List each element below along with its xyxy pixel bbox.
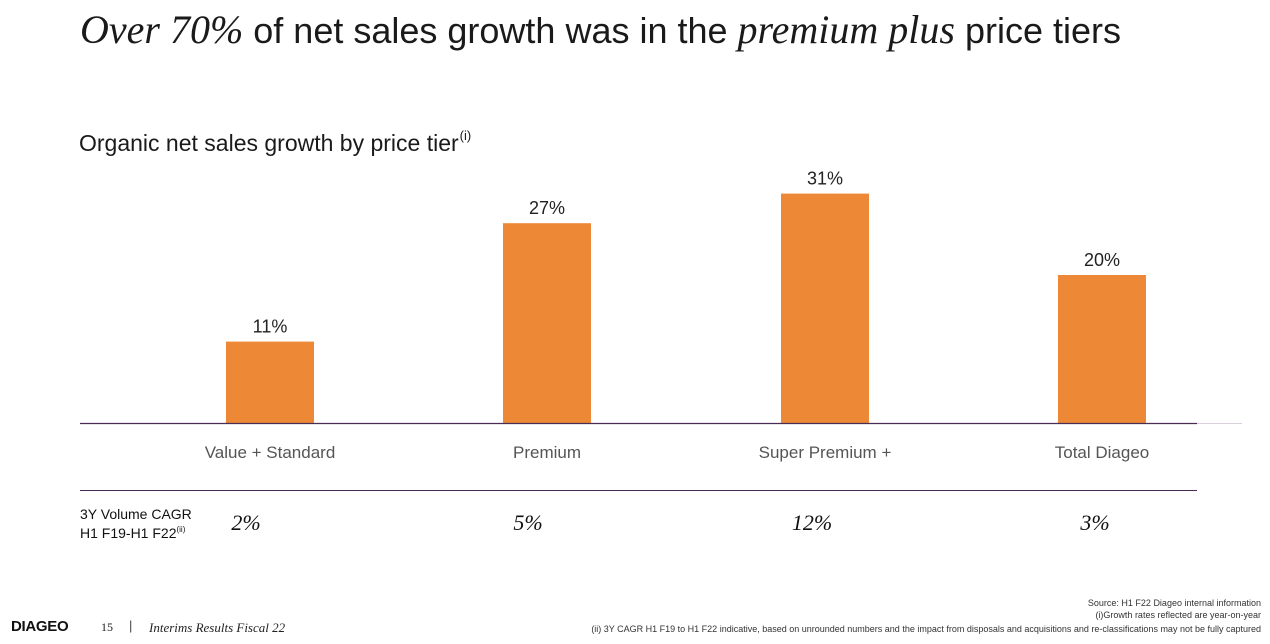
bar-0 bbox=[226, 341, 314, 423]
cagr-value-value-standard: 2% bbox=[231, 510, 261, 535]
cagr-value-super-premium: 12% bbox=[791, 510, 833, 535]
cagr-label-line2: H1 F19-H1 F22 bbox=[80, 525, 177, 541]
page-title: Over 70% of net sales growth was in the … bbox=[80, 4, 1121, 57]
chart-title-note: (i) bbox=[459, 128, 472, 143]
page-number: 15 bbox=[101, 620, 113, 634]
bar-value-label-2: 31% bbox=[807, 169, 843, 189]
bar-3 bbox=[1058, 275, 1146, 423]
footer-separator: | bbox=[129, 618, 133, 633]
title-emphasis-1: Over 70% bbox=[80, 7, 244, 52]
cagr-label-line1: 3Y Volume CAGR bbox=[80, 506, 192, 522]
bar-value-label-1: 27% bbox=[529, 198, 565, 218]
footnote-i: (i)Growth rates reflected are year-on-ye… bbox=[1095, 610, 1261, 620]
cagr-value-premium: 5% bbox=[513, 510, 543, 535]
cagr-value-total-diageo: 3% bbox=[1080, 510, 1110, 535]
chart-title: Organic net sales growth by price tier(i… bbox=[79, 128, 471, 157]
chart-title-text: Organic net sales growth by price tier bbox=[79, 130, 459, 156]
category-label-1: Premium bbox=[513, 443, 581, 462]
category-label-3: Total Diageo bbox=[1055, 443, 1150, 462]
title-text-2: price tiers bbox=[954, 10, 1121, 51]
bar-value-label-3: 20% bbox=[1084, 250, 1120, 270]
bar-value-label-0: 11% bbox=[253, 317, 288, 337]
source-text: Source: H1 F22 Diageo internal informati… bbox=[1087, 598, 1261, 608]
category-label-2: Super Premium + bbox=[759, 443, 892, 462]
bar-2 bbox=[781, 193, 869, 423]
cagr-label-note: (ii) bbox=[176, 525, 186, 534]
bar-1 bbox=[503, 223, 591, 423]
title-emphasis-2: premium plus bbox=[737, 7, 955, 52]
category-label-0: Value + Standard bbox=[205, 443, 336, 462]
footnote-ii: (ii) 3Y CAGR H1 F19 to H1 F22 indicative… bbox=[591, 624, 1261, 634]
document-title: Interims Results Fiscal 22 bbox=[149, 620, 286, 635]
title-text-1: of net sales growth was in the bbox=[243, 10, 738, 51]
diageo-logo: DIAGEO bbox=[11, 618, 69, 635]
cagr-label: 3Y Volume CAGR H1 F19-H1 F22(ii) bbox=[80, 506, 192, 541]
source-note: Source: H1 F22 Diageo internal informati… bbox=[1088, 597, 1261, 621]
